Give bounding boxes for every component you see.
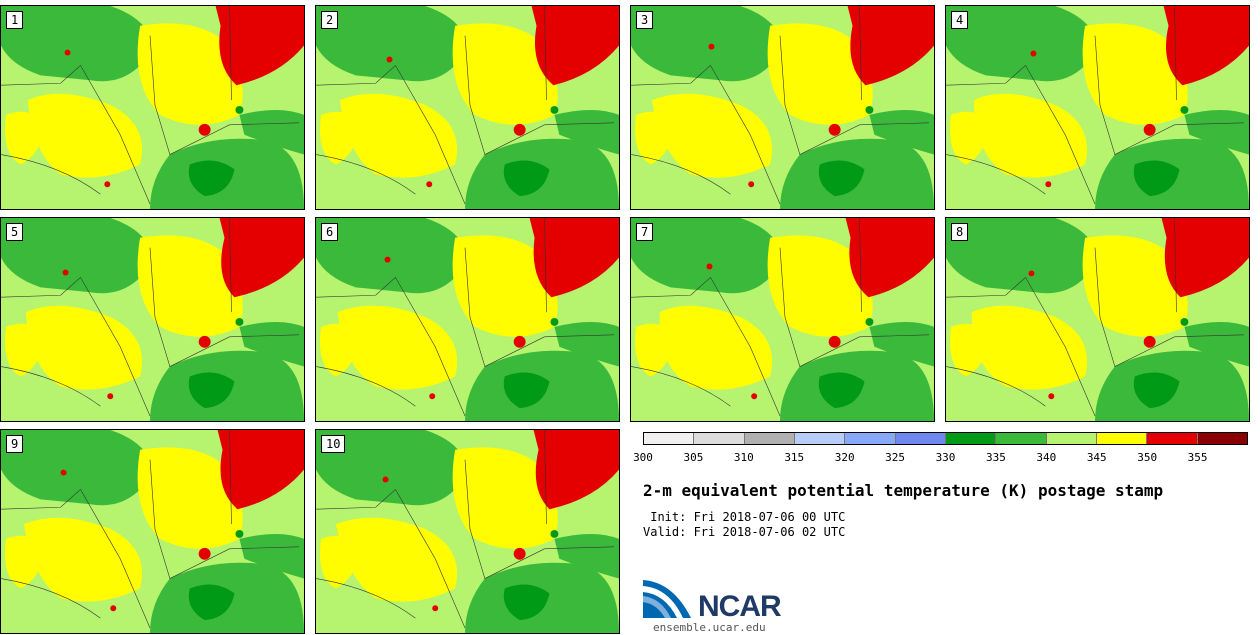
colorbar-segment: [744, 433, 795, 444]
colorbar-tick-label: 310: [733, 451, 754, 464]
colorbar-segment: [996, 433, 1047, 444]
colorbar-segment: [895, 433, 946, 444]
colorbar-tick-label: 315: [784, 451, 805, 464]
panel-number: 10: [321, 435, 346, 453]
postage-stamp-panel: 2: [315, 5, 620, 210]
panel-number: 6: [321, 223, 339, 241]
colorbar-segment: [1046, 433, 1097, 444]
colorbar-tick-label: 330: [935, 451, 956, 464]
colorbar-segment: [794, 433, 846, 444]
colorbar-tick-label: 335: [985, 451, 1006, 464]
colorbar-tick-label: 345: [1086, 451, 1107, 464]
postage-stamp-panel: 3: [630, 5, 935, 210]
postage-stamp-panel: 1: [0, 5, 305, 210]
postage-stamp-panel: 6: [315, 217, 620, 422]
panel-number: 1: [6, 11, 24, 29]
colorbar-ticks: 300 305 310 315 320 325 330 335 340 345 350 355: [633, 451, 1248, 465]
init-time: Init: Fri 2018-07-06 00 UTC: [643, 510, 846, 524]
postage-stamp-panel: 9: [0, 429, 305, 634]
panel-number: 7: [636, 223, 654, 241]
figure-title: 2-m equivalent potential temperature (K)…: [643, 481, 1164, 500]
colorbar-tick-label: 325: [885, 451, 906, 464]
colorbar-segment: [945, 433, 997, 444]
panel-number: 4: [951, 11, 969, 29]
ncar-logo-text: NCAR: [698, 590, 782, 623]
ncar-logo-icon: [643, 580, 691, 618]
panel-number: 9: [6, 435, 24, 453]
colorbar-tick-label: 305: [683, 451, 704, 464]
colorbar-tick-label: 350: [1137, 451, 1158, 464]
panel-number: 8: [951, 223, 969, 241]
valid-time: Valid: Fri 2018-07-06 02 UTC: [643, 525, 846, 539]
colorbar-segment: [694, 433, 745, 444]
colorbar: [643, 432, 1248, 445]
colorbar-segment: [1197, 433, 1247, 444]
website-url: ensemble.ucar.edu: [653, 621, 766, 634]
postage-stamp-panel: 5: [0, 217, 305, 422]
colorbar-segment: [845, 433, 896, 444]
colorbar-tick-label: 340: [1036, 451, 1057, 464]
postage-stamp-panel: 7: [630, 217, 935, 422]
postage-stamp-panel: 4: [945, 5, 1250, 210]
colorbar-segment: [1147, 433, 1198, 444]
colorbar-tick-label: 300: [633, 451, 653, 464]
postage-stamp-panel: 10: [315, 429, 620, 634]
panel-number: 2: [321, 11, 339, 29]
colorbar-tick-label: 320: [834, 451, 855, 464]
colorbar-segment: [1096, 433, 1148, 444]
panel-number: 5: [6, 223, 24, 241]
panel-number: 3: [636, 11, 654, 29]
colorbar-segment: [644, 433, 695, 444]
colorbar-tick-label: 355: [1187, 451, 1208, 464]
postage-stamp-panel: 8: [945, 217, 1250, 422]
